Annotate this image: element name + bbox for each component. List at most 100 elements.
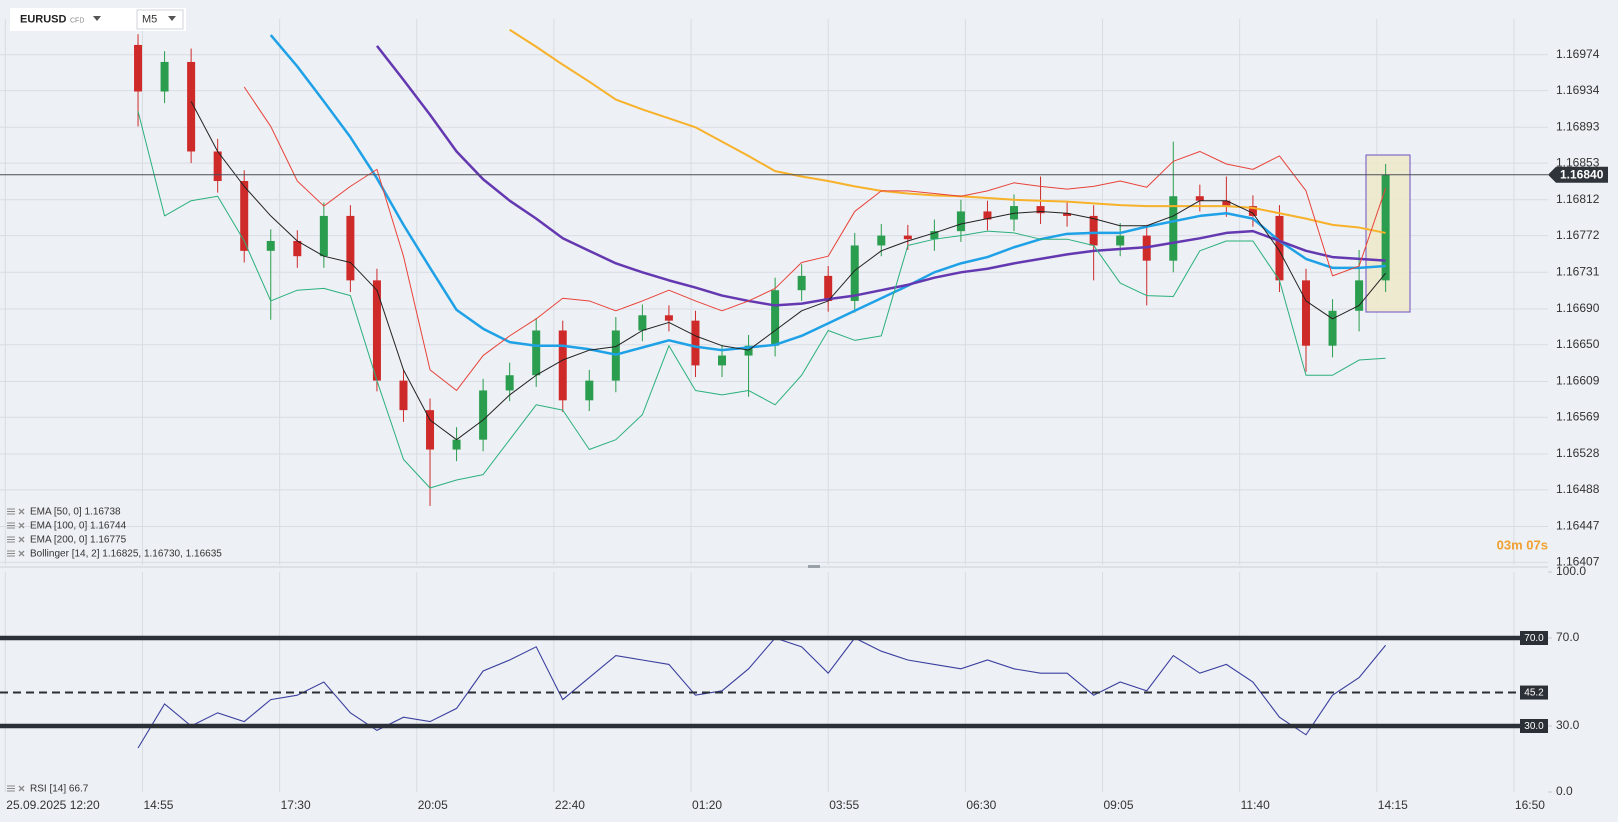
symbol-dropdown[interactable] bbox=[93, 16, 101, 21]
rsi-tick-label: 100.0 bbox=[1556, 564, 1586, 578]
candle-body bbox=[293, 240, 302, 257]
y-tick-label: 1.16528 bbox=[1556, 446, 1600, 460]
x-tick-label: 16:50 bbox=[1515, 798, 1545, 812]
x-tick-label: 14:55 bbox=[143, 798, 173, 812]
last-price-tag bbox=[1548, 166, 1608, 183]
candle-body bbox=[1036, 206, 1045, 214]
legend-remove bbox=[18, 508, 25, 515]
candle-body bbox=[426, 410, 435, 450]
marks bbox=[134, 28, 1390, 749]
legend-remove bbox=[18, 536, 25, 543]
y-tick-label: 1.16569 bbox=[1556, 409, 1600, 423]
y-tick-label: 1.16812 bbox=[1556, 192, 1600, 206]
candle-body bbox=[1116, 235, 1125, 246]
candle-body bbox=[1169, 196, 1178, 261]
legend-entry: EMA [50, 0] 1.16738 bbox=[30, 507, 121, 518]
y-tick-label: 1.16447 bbox=[1556, 519, 1600, 533]
rsi-level-label: 70.0 bbox=[1524, 633, 1544, 644]
y-tick-label: 1.16609 bbox=[1556, 374, 1600, 388]
timeframe-box[interactable] bbox=[136, 9, 184, 30]
y-tick-label: 1.16974 bbox=[1556, 47, 1600, 61]
x-tick-label: 11:40 bbox=[1241, 798, 1270, 812]
timeframe-dropdown[interactable] bbox=[168, 16, 176, 21]
candle-body bbox=[718, 355, 727, 366]
candle-body bbox=[664, 315, 673, 321]
legend-entry: RSI [14] 66.7 bbox=[30, 784, 89, 795]
candle-body bbox=[691, 320, 700, 366]
x-tick-label: 06:30 bbox=[966, 798, 996, 812]
candle-body bbox=[160, 61, 169, 92]
panel-resize-handle[interactable] bbox=[808, 565, 820, 568]
legend-entry: EMA [200, 0] 1.16775 bbox=[30, 535, 127, 546]
candle-body bbox=[266, 240, 275, 251]
candle-body bbox=[1063, 213, 1072, 216]
rsi-tick-label: 30.0 bbox=[1556, 718, 1580, 732]
candle-body bbox=[956, 211, 965, 232]
rsi-tick-label: 0.0 bbox=[1556, 784, 1573, 798]
candle-body bbox=[1302, 280, 1311, 346]
y-tick-label: 1.16772 bbox=[1556, 228, 1600, 242]
candle-timer: 03m 07s bbox=[1497, 537, 1548, 552]
candle-body bbox=[638, 315, 647, 331]
x-tick-label: 20:05 bbox=[418, 798, 448, 812]
y-tick-label: 1.16407 bbox=[1556, 554, 1600, 568]
candle-body bbox=[372, 280, 381, 381]
indicator-line bbox=[375, 45, 1386, 307]
candle-body bbox=[877, 235, 886, 246]
x-tick-label: 01:20 bbox=[692, 798, 722, 812]
candle-body bbox=[319, 215, 328, 257]
candle-body bbox=[1355, 280, 1364, 311]
candle-body bbox=[399, 380, 408, 411]
y-tick-label: 1.16650 bbox=[1556, 337, 1600, 351]
indicator-line bbox=[190, 101, 1387, 441]
rsi-level-label: 45.2 bbox=[1524, 688, 1544, 699]
rsi-level-label: 30.0 bbox=[1524, 721, 1544, 732]
candle-body bbox=[585, 380, 594, 401]
candle-body bbox=[1381, 174, 1390, 281]
candle-body bbox=[532, 330, 541, 376]
candle-body bbox=[213, 151, 222, 182]
x-tick-label: 22:40 bbox=[555, 798, 585, 812]
candle-body bbox=[771, 290, 780, 346]
legend-entry: EMA [100, 0] 1.16744 bbox=[30, 521, 127, 532]
candle-body bbox=[1222, 200, 1231, 207]
candle-body bbox=[452, 439, 461, 450]
rsi-level-tag bbox=[1520, 685, 1548, 700]
y-tick-label: 1.16488 bbox=[1556, 482, 1600, 496]
symbol: EURUSD bbox=[20, 13, 67, 25]
rsi-level-tag bbox=[1520, 631, 1548, 645]
candle-body bbox=[930, 231, 939, 240]
candle-body bbox=[479, 390, 488, 440]
candle-body bbox=[824, 275, 833, 301]
y-tick-label: 1.16690 bbox=[1556, 301, 1600, 315]
x-tick-label: 25.09.2025 12:20 bbox=[6, 798, 100, 812]
indicator-line bbox=[243, 86, 1387, 391]
legend-remove bbox=[18, 550, 25, 557]
timeframe: M5 bbox=[142, 13, 157, 25]
legend-entry: Bollinger [14, 2] 1.16825, 1.16730, 1.16… bbox=[30, 549, 222, 560]
candle-body bbox=[558, 330, 567, 401]
legend-remove bbox=[18, 522, 25, 529]
market: CFD bbox=[70, 17, 84, 24]
candle-body bbox=[797, 275, 806, 291]
candle-body bbox=[187, 61, 196, 152]
candle-body bbox=[505, 375, 514, 391]
x-tick-label: 03:55 bbox=[829, 798, 859, 812]
candle-body bbox=[1275, 215, 1284, 281]
candle-body bbox=[850, 245, 859, 301]
last-price-label: 1.16840 bbox=[1560, 167, 1604, 181]
indicator-line bbox=[269, 34, 1386, 356]
indicator-line bbox=[137, 111, 1386, 489]
candle-body bbox=[983, 211, 992, 220]
legend-remove bbox=[18, 785, 25, 792]
y-tick-label: 1.16731 bbox=[1556, 264, 1600, 278]
y-tick-label: 1.16853 bbox=[1556, 155, 1600, 169]
y-tick-label: 1.16893 bbox=[1556, 119, 1600, 133]
rsi-level-tag bbox=[1520, 719, 1548, 733]
candle-body bbox=[903, 235, 912, 240]
rsi-line bbox=[137, 637, 1387, 749]
candle-body bbox=[1195, 196, 1204, 201]
